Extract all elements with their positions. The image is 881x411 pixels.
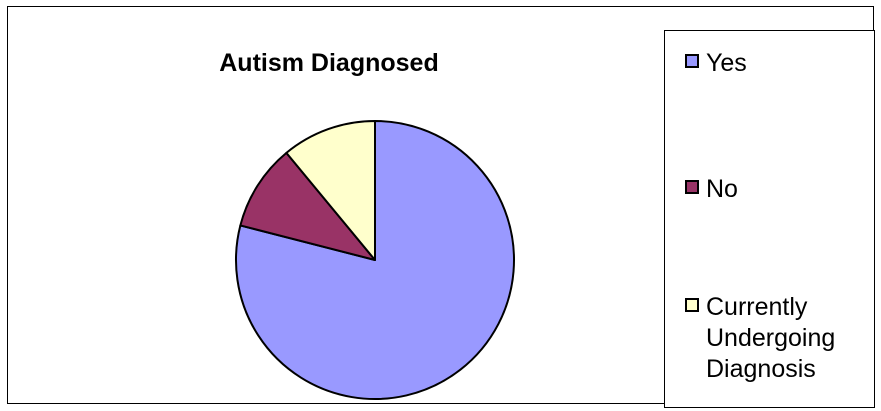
pie-slice-no: [239, 151, 376, 261]
legend-swatch-currently-undergoing-diagnosis: [685, 298, 699, 312]
legend-label-no: No: [706, 175, 738, 203]
legend-label-currently-undergoing-diagnosis: Currently Undergoing Diagnosis: [706, 293, 836, 383]
pie-slice-currently-undergoing-diagnosis: [285, 120, 376, 261]
chart-title: Autism Diagnosed: [219, 49, 439, 77]
legend-swatch-yes: [685, 54, 699, 68]
legend-label-yes: Yes: [706, 49, 747, 77]
legend: Yes No Currently Undergoing Diagnosis: [664, 30, 875, 408]
pie-chart: [235, 120, 515, 400]
chart-area: Autism Diagnosed Yes No Currently Underg…: [7, 6, 875, 408]
legend-swatch-no: [685, 180, 699, 194]
